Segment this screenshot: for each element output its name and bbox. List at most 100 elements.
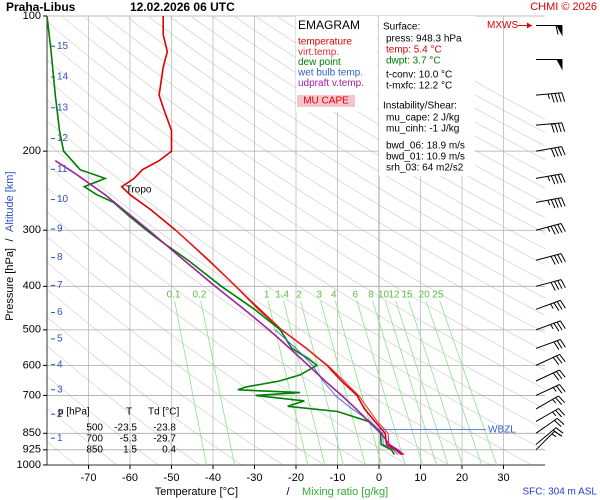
table-header: T [126,407,132,418]
dry-adiabat [170,16,545,250]
altitude-tick-label: 4 [57,359,63,370]
x-tick-label: -40 [205,472,221,484]
cape-box [297,95,355,107]
dry-adiabat [47,345,201,465]
wind-barb [535,253,566,265]
wind-barb [535,173,566,185]
info-text: t-conv: 10.0 °C [386,70,452,81]
mixing-ratio-line [283,300,326,466]
table-cell: 0.4 [162,445,176,456]
info-text: temp: 5.4 °C [386,45,442,56]
y-tick-label: 200 [23,145,41,157]
mxws-arrowhead [527,22,532,29]
copyright: CHMI © 2026 [530,1,597,13]
mixing-ratio-line [384,300,437,466]
mixing-ratio-line [395,300,449,466]
table-cell: 1.5 [123,445,137,456]
mixing-ratio-label: 0.2 [193,290,207,301]
dry-adiabat [47,99,545,430]
wind-barb [535,395,566,410]
mixing-ratio-line [300,300,344,466]
table-cell: -23.5 [114,423,137,434]
dry-adiabat [47,59,545,390]
wind-barb [535,122,566,133]
overlay: Praha-Libus 12.02.2026 06 UTC CHMI © 202… [4,0,598,498]
dry-adiabat [47,164,491,465]
table-cell: -5.3 [120,434,138,445]
mixing-ratio-line [425,300,482,466]
mixing-ratio-line [439,300,498,466]
wbzl-label: WBZL [488,424,516,435]
altitude-axis-title: Altitude [km] [4,171,16,232]
wind-barb [535,146,566,158]
mixing-ratio-label: 2 [296,290,302,301]
altitude-tick-label: 5 [57,334,63,345]
x-tick-label: -70 [81,472,97,484]
axis-separator: / [286,486,290,498]
axis-separator: / [4,238,16,242]
info-text: dwpt: 3.7 °C [386,56,441,67]
legend-title: EMAGRAM [298,18,360,32]
table: 500 -23.5 -23.8 700 -5.3 -29.7 850 1.5 0.4 [86,423,176,456]
pressure-axis-title: Pressure [hPa] [4,248,16,321]
info-text: Surface: [383,22,420,33]
dry-adiabat [105,16,545,299]
mixing-ratio-label: 0.1 [167,290,181,301]
dry-adiabat [127,16,545,282]
profile-line [47,16,396,456]
dry-adiabat [47,78,545,410]
legend-label: virt.temp. [298,47,339,58]
wind-barb [535,430,563,451]
mixing-ratio-label: 8 [368,290,374,301]
tropopause-label: Tropo [126,184,152,195]
altitude-tick-label: 14 [57,72,69,83]
legend-label: wet bulb temp. [297,68,363,79]
altitude-tick-label: 2 [57,409,63,420]
y-tick-label: 600 [23,359,41,371]
altitude-tick-label: 11 [57,164,68,175]
station: Praha-Libus [6,0,76,14]
wind-barb [535,25,563,37]
altitude-tick-label: 8 [57,252,63,263]
wind-barb [535,279,566,291]
mixing-ratio-label: 25 [432,290,444,301]
wind-barb [535,408,566,422]
wind-barb [535,223,566,235]
legend-label: dew point [298,57,341,68]
altitude-tick-label: 10 [57,194,69,205]
dry-adiabat [47,375,159,465]
y-tick-label: 700 [23,389,41,401]
wind-barb [535,92,566,103]
info-text: bwd_01: 10.9 m/s [386,152,465,163]
mixing-ratio-line [200,300,236,466]
wind-barb [535,353,566,366]
table-cell: -23.8 [153,423,176,434]
wind-barb [535,299,566,311]
mixing-ratio-label: 10 [378,290,390,301]
y-tick-label: 400 [23,280,41,292]
datetime: 12.02.2026 06 UTC [130,0,235,14]
info-text: mu_cinh: -1 J/kg [386,124,459,135]
info-box [379,16,475,176]
mixing-ratio-label: 15 [401,290,413,301]
x-tick-label: 0 [376,472,382,484]
altitude-tick-label: 6 [57,307,63,318]
x-tick-label: -50 [164,472,180,484]
altitude-tick-label: 7 [57,280,63,291]
x-tick-label: -10 [330,472,346,484]
dry-adiabat [47,261,325,465]
x-tick-label: 20 [456,472,468,484]
mixing-axis-title: Mixing ratio [g/kg] [302,486,388,498]
dry-adiabat [47,21,545,352]
altitude-tick-label: 15 [57,41,69,52]
mxws-label: MXWS [487,20,518,31]
info-text: press: 948.3 hPa [386,34,462,45]
table-header: p [hPa] [58,407,90,418]
legend-label: udpraft v.temp. [298,78,364,89]
profiles [47,16,405,456]
info-text: Instability/Shear: [383,101,457,112]
legend-label: temperature [298,37,352,48]
dry-adiabat [47,211,408,465]
